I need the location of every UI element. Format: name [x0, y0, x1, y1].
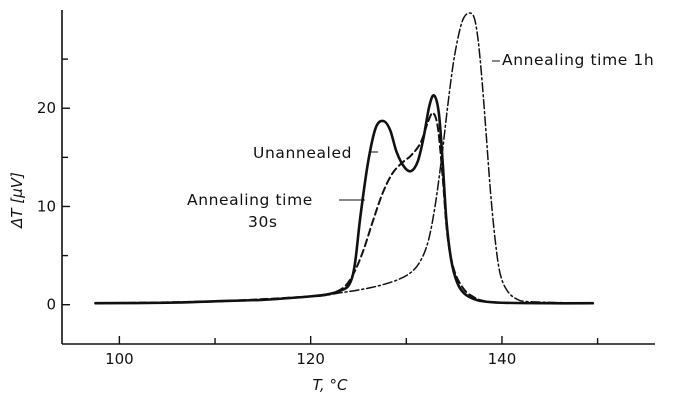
annotation-annealing-30s-line1: Annealing time	[187, 191, 313, 209]
annotation-annealing-30s-line2: 30s	[248, 213, 278, 231]
series-line-annealing-1h	[94, 12, 594, 304]
x-ticks: 100 120 140	[105, 336, 599, 368]
series-layer	[94, 12, 595, 305]
x-tick-label-140: 140	[488, 350, 517, 368]
x-tick-label-120: 120	[296, 350, 325, 368]
annotation-annealing-1h: Annealing time 1h	[502, 51, 654, 69]
y-tick-label-0: 0	[46, 296, 56, 314]
annotation-unannealed: Unannealed	[253, 144, 352, 162]
y-tick-label-10: 10	[37, 197, 56, 215]
series-line-unannealed	[94, 94, 595, 305]
y-tick-label-20: 20	[37, 99, 56, 117]
x-axis-title: T, °C	[313, 376, 348, 394]
series-line-annealing-30s	[94, 111, 594, 305]
x-tick-label-100: 100	[105, 350, 134, 368]
y-ticks: 0 10 20	[37, 58, 70, 314]
y-axis-title: ΔT [μV]	[8, 172, 26, 229]
